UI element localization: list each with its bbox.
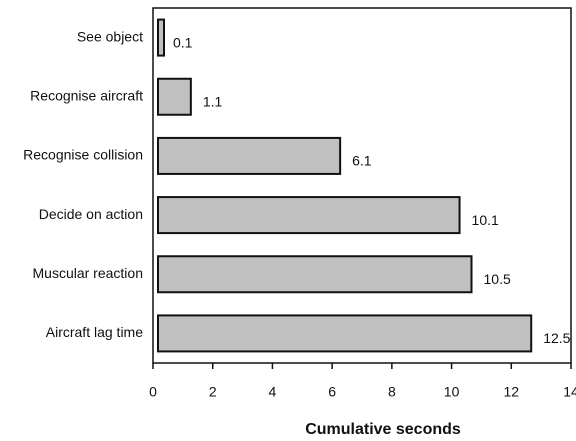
x-tick-label: 14 (563, 384, 576, 400)
y-tick-label: Recognise aircraft (30, 87, 143, 103)
plot-frame (152, 7, 572, 364)
bar (157, 136, 342, 175)
x-tick-label: 4 (269, 384, 277, 400)
y-tick-label: See object (77, 28, 143, 44)
value-label: 1.1 (203, 93, 223, 109)
y-tick-label: Decide on action (39, 206, 143, 222)
x-tick-label: 8 (388, 384, 396, 400)
bar (157, 77, 192, 116)
x-tick-label: 0 (149, 384, 157, 400)
y-tick-label: Aircraft lag time (46, 324, 143, 340)
value-label: 10.1 (472, 212, 499, 228)
bar (157, 255, 473, 294)
value-label: 10.5 (484, 271, 511, 287)
x-tick-label: 2 (209, 384, 217, 400)
value-label: 0.1 (173, 34, 193, 50)
x-tick-label: 6 (328, 384, 336, 400)
bar (157, 18, 165, 57)
y-tick-label: Muscular reaction (33, 265, 144, 281)
x-tick-label: 10 (444, 384, 460, 400)
x-tick-label: 12 (503, 384, 519, 400)
value-label: 6.1 (352, 153, 372, 169)
bar (157, 196, 461, 235)
bar (157, 314, 533, 353)
y-tick-label: Recognise collision (23, 147, 143, 163)
x-axis-title: Cumulative seconds (305, 421, 461, 438)
value-label: 12.5 (543, 330, 570, 346)
